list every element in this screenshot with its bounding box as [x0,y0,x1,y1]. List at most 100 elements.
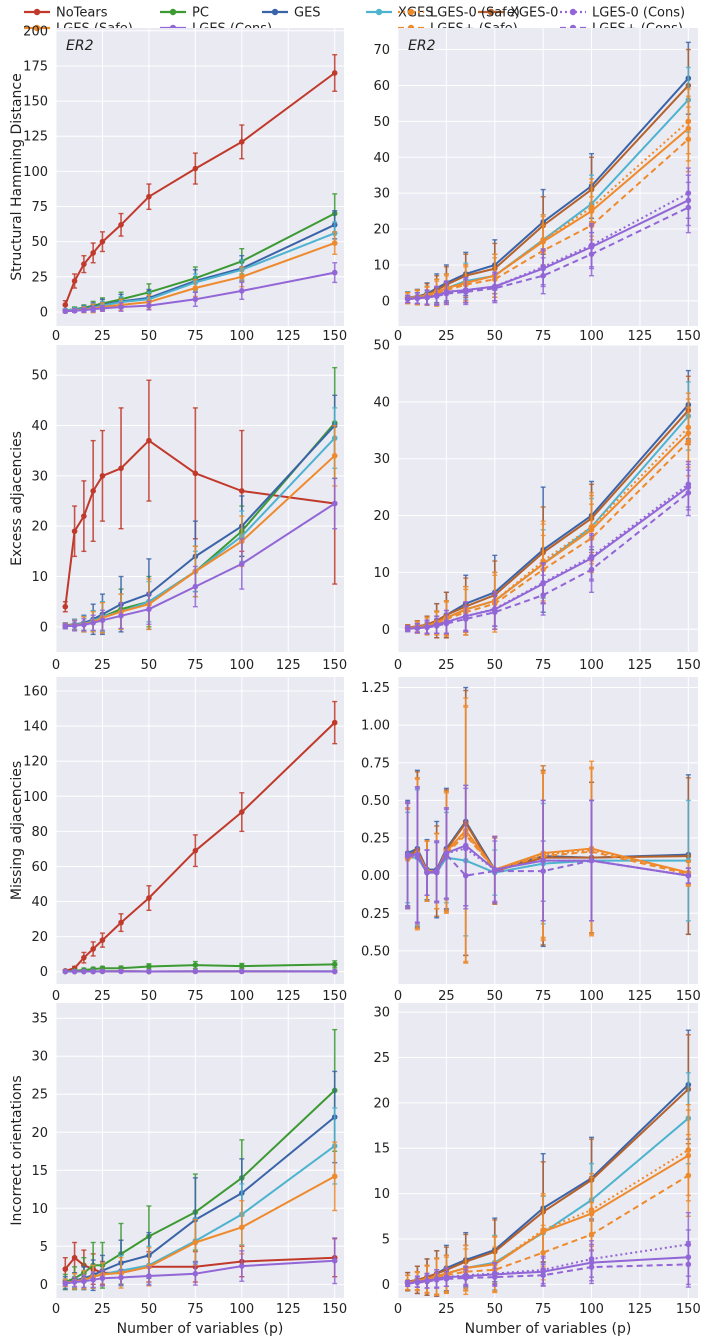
legend-entry-xges0: XGES-0 [478,6,558,21]
x-tick-label: 75 [535,989,552,1004]
data-point [331,452,338,459]
x-tick-label: 25 [438,658,455,673]
data-point [424,624,430,631]
data-point [192,296,199,303]
data-point [192,1270,199,1277]
x-tick-label: 50 [141,989,158,1004]
y-axis-label: Missing adjacencies [9,761,25,900]
data-point [239,809,245,815]
data-point [81,513,87,519]
data-point [192,1239,199,1246]
series-lges_cons [62,477,338,632]
data-point [192,165,199,172]
data-point [588,1264,595,1270]
y-tick-label: 160 [23,685,48,700]
y-tick-label: 40 [373,151,390,166]
data-point [331,70,338,76]
x-tick-label: 100 [579,1302,604,1317]
data-point [81,1278,87,1285]
data-point [414,295,421,302]
data-point [146,895,152,901]
y-axis-label: Excess adjacencies [9,431,25,566]
panel-2: 0 25 50 75 100 125 150 0 10 20 30 40 50 60 70 ER2 [373,28,701,344]
x-tick-label: 150 [676,658,701,673]
y-tick-label: 5 [382,1233,390,1248]
y-tick-label: 80 [31,825,48,840]
y-tick-label: 0.25 [361,832,390,847]
x-tick-label: 75 [187,989,204,1004]
data-point [81,622,87,628]
data-point [588,857,595,864]
data-point [462,1275,469,1281]
legend-label-xges0: XGES-0 [510,6,558,21]
series-line [65,721,336,972]
y-tick-label: 125 [23,130,48,145]
y-tick-label: 10 [373,258,390,273]
panel-3: 0 25 50 75 100 125 150 0 10 20 30 40 50 Excess adjace… [9,345,347,673]
data-point [62,302,69,308]
data-point [239,1224,245,1231]
data-point [90,1276,96,1283]
series-line [407,844,689,877]
y-tick-label: 0 [40,1278,48,1293]
y-tick-label: 20 [373,1096,390,1111]
series-line [64,72,336,306]
data-point [588,1231,595,1238]
y-tick-label: 25 [31,270,48,285]
x-tick-label: 125 [276,658,301,673]
data-point [685,490,692,496]
y-tick-label: 50 [31,235,48,250]
legend-entry-xges: XGES [366,6,433,21]
series-lgesp_cons [404,1241,692,1289]
data-point [331,1173,338,1180]
data-point [62,603,69,610]
data-point [239,963,245,969]
series-line [65,502,336,628]
y-tick-label: 0 [40,305,48,320]
y-tick-label: 60 [373,79,390,94]
series-line [65,271,335,313]
x-tick-label: 125 [276,329,301,344]
series-lges_cons [62,262,338,315]
series-line [407,847,689,877]
data-point [146,437,152,444]
y-tick-label: 1.00 [361,719,390,734]
x-tick-label: 50 [487,989,504,1004]
data-point [540,592,546,598]
data-point [118,968,124,975]
data-point [62,1266,69,1272]
x-tick-label: 100 [229,989,254,1004]
panel-4: 0 25 50 75 100 125 150 0 10 20 30 40 50 [373,339,700,674]
data-point [331,961,338,968]
legend-label-ges: GES [294,6,321,21]
data-point [588,566,595,573]
y-tick-label: 20 [31,930,48,945]
data-point [685,1172,692,1179]
y-tick-label: 50 [31,369,48,384]
panel-8: 0 25 50 75 100 125 150 0 5 10 15 20 25 30 Number of va… [373,1003,701,1337]
y-tick-label: 40 [373,395,390,410]
data-point [99,617,106,624]
data-point [146,1273,152,1279]
data-point [331,1257,338,1264]
data-point [588,251,595,257]
y-tick-label: 120 [23,755,48,770]
y-tick-label: 20 [373,509,390,524]
plot-area [398,1003,698,1298]
data-point [491,1274,498,1280]
data-point [414,1279,421,1286]
y-tick-label: 60 [31,860,48,875]
x-tick-label: 75 [187,329,204,344]
x-tick-label: 150 [322,1302,347,1317]
x-tick-label: 50 [487,1302,504,1317]
legend-entry-lges0_safe: LGES-0 (Safe) [398,6,520,21]
data-point [81,968,87,975]
legend-entry-pc: PC [160,6,209,21]
data-point [540,868,546,874]
x-tick-label: 125 [276,1302,301,1317]
data-point [443,620,450,627]
data-point [491,285,498,292]
y-tick-label: 175 [23,59,48,74]
y-tick-label: 35 [31,1012,48,1027]
